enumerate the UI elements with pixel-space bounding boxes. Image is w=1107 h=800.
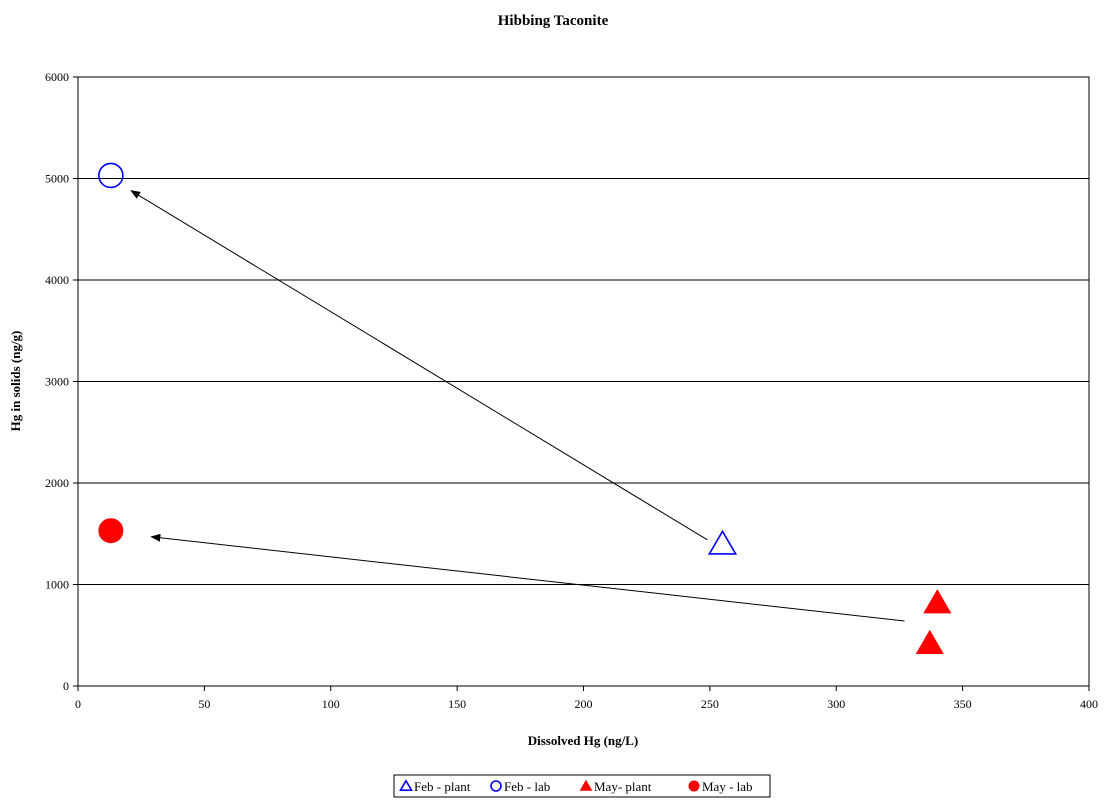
legend-marker-triangle-filled [579, 779, 593, 791]
annotation-arrow [130, 190, 708, 541]
legend-box [393, 774, 771, 798]
y-axis: 0 1000 2000 3000 4000 5000 6000 [45, 70, 78, 693]
y-axis-label: Hg in solids (ng/g) [8, 331, 23, 432]
x-tick-label: 400 [1080, 697, 1098, 711]
data-points [98, 162, 952, 654]
legend-label: May - lab [702, 779, 753, 794]
legend-label: May- plant [594, 779, 652, 794]
legend-label: Feb - lab [504, 779, 550, 794]
x-tick-label: 200 [575, 697, 593, 711]
x-tick-label: 50 [198, 697, 210, 711]
y-tick-label: 1000 [45, 578, 69, 592]
legend-marker-circle-open [490, 780, 502, 792]
x-tick-label: 350 [954, 697, 972, 711]
x-tick-label: 150 [448, 697, 466, 711]
legend-marker-triangle-open [399, 779, 413, 792]
data-point-triangle-open [707, 529, 738, 555]
grid-lines [78, 178, 1089, 585]
legend: Feb - plant Feb - lab May- plant May - lab [393, 774, 771, 798]
y-tick-label: 0 [63, 679, 69, 693]
y-tick-label: 3000 [45, 375, 69, 389]
y-tick-label: 2000 [45, 476, 69, 490]
x-axis: 0 50 100 150 200 250 300 350 400 [75, 686, 1098, 711]
x-tick-label: 100 [322, 697, 340, 711]
chart-title: Hibbing Taconite [498, 13, 609, 29]
x-tick-label: 250 [701, 697, 719, 711]
data-point-circle-open [98, 162, 124, 189]
annotation-arrows [130, 190, 905, 622]
data-point-circle-filled [98, 518, 124, 544]
x-tick-label: 0 [75, 697, 81, 711]
legend-marker-circle-filled [688, 780, 700, 792]
x-tick-label: 300 [827, 697, 845, 711]
y-tick-label: 5000 [45, 172, 69, 186]
data-point-triangle-filled [923, 589, 952, 614]
y-tick-label: 4000 [45, 273, 69, 287]
x-axis-label: Dissolved Hg (ng/L) [528, 733, 639, 748]
annotation-arrow [150, 533, 905, 622]
y-tick-label: 6000 [45, 70, 69, 84]
data-point-triangle-filled [915, 629, 944, 654]
legend-label: Feb - plant [414, 779, 471, 794]
